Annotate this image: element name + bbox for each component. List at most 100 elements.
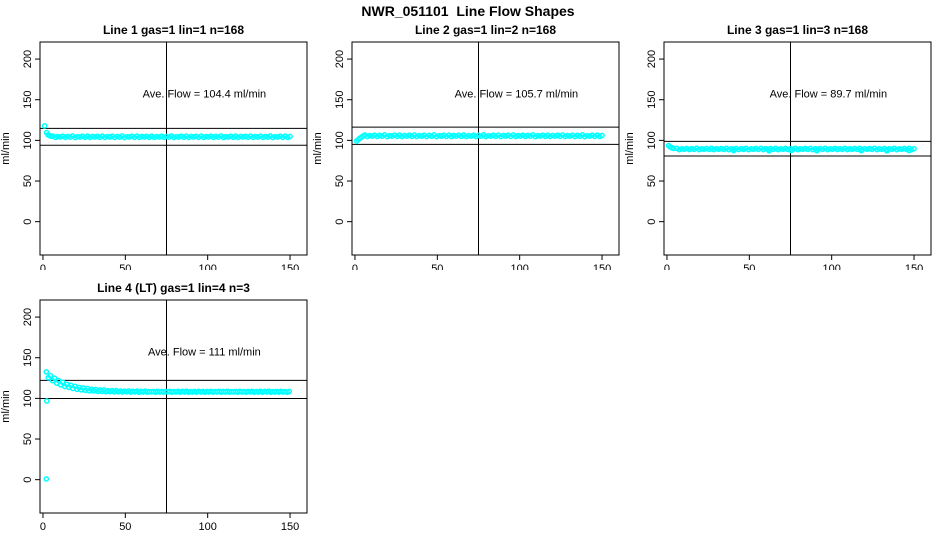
data-point: [591, 133, 598, 140]
data-point: [814, 147, 820, 154]
chart-svg: Line 1 gas=1 lin=1 n=168 0 50 100 150 0 50 100 1…: [0, 23, 308, 270]
plot-box: [351, 41, 620, 256]
x-tick-label: 50: [119, 263, 131, 270]
data-point: [284, 389, 291, 396]
chart-svg: Line 4 (LT) gas=1 lin=4 n=3 0 50 100 150 0 50 1…: [0, 281, 308, 533]
y-tick-label: 100: [22, 131, 34, 149]
data-point: [844, 146, 851, 153]
subplot-title: Line 1 gas=1 lin=1 n=168: [103, 23, 244, 37]
data-point: [473, 133, 479, 140]
data-point: [438, 133, 445, 139]
x-tick-label: 0: [664, 263, 670, 270]
data-point: [101, 134, 108, 141]
y-tick-label: 200: [646, 50, 658, 68]
data-point: [136, 134, 143, 141]
ave-flow-annotation: Ave. Flow = 111 ml/min: [148, 347, 261, 359]
data-point: [766, 147, 772, 154]
data-point: [715, 146, 722, 153]
y-tick-label: 0: [334, 219, 346, 225]
data-point: [522, 133, 529, 140]
data-point: [869, 146, 875, 153]
data-point: [235, 134, 241, 141]
x-tick-label: 100: [510, 263, 528, 270]
points-series: [665, 142, 917, 154]
ave-flow-annotation: Ave. Flow = 105.7 ml/min: [455, 89, 579, 101]
data-point: [463, 133, 469, 140]
data-point: [701, 146, 707, 153]
data-point: [91, 134, 98, 140]
data-point: [43, 398, 50, 404]
data-point: [507, 133, 514, 140]
chart-svg: Line 2 gas=1 lin=2 n=168 0 50 100 150 0 50 100 1…: [312, 23, 620, 270]
x-tick-label: 100: [198, 521, 216, 533]
figure-title: NWR_051101 Line Flow Shapes: [361, 3, 575, 19]
data-point: [41, 123, 48, 129]
y-tick-label: 50: [22, 175, 34, 187]
data-point: [884, 147, 890, 154]
x-tick-label: 150: [593, 263, 611, 270]
ave-flow-annotation: Ave. Flow = 89.7 ml/min: [770, 89, 887, 101]
data-point: [788, 147, 795, 154]
data-point: [879, 146, 885, 153]
points-series: [353, 132, 605, 144]
y-tick-label: 50: [334, 175, 346, 187]
x-tick-label: 150: [281, 263, 299, 270]
data-point: [893, 146, 900, 153]
data-point: [581, 133, 588, 140]
data-point: [403, 133, 410, 139]
subplot-line-3: Line 3 gas=1 lin=3 n=168 0 50 100 150 0 50 100 1…: [624, 0, 936, 270]
plot-box: [39, 41, 308, 256]
y-tick-label: 200: [22, 308, 34, 326]
x-tick-label: 50: [119, 521, 131, 533]
y-tick-label: 200: [22, 50, 34, 68]
data-point: [379, 133, 385, 140]
data-point: [195, 134, 202, 141]
data-point: [858, 147, 865, 154]
data-point: [547, 133, 553, 140]
x-tick-label: 50: [431, 263, 443, 270]
data-point: [413, 133, 420, 140]
data-point: [725, 146, 732, 153]
data-point: [760, 146, 767, 153]
data-point: [67, 134, 73, 140]
x-tick-label: 100: [198, 263, 216, 270]
y-axis-title: ml/min: [624, 132, 636, 164]
chart-svg: Line 3 gas=1 lin=3 n=168 0 50 100 150 0 50 100 1…: [624, 23, 932, 270]
data-point: [126, 134, 133, 140]
subplot-title: Line 3 gas=1 lin=3 n=168: [727, 23, 868, 37]
data-point: [255, 134, 261, 140]
y-tick-label: 0: [646, 219, 658, 225]
data-point: [750, 146, 757, 153]
data-point: [364, 133, 371, 140]
data-point: [111, 134, 118, 141]
data-point: [185, 134, 192, 141]
data-point: [691, 146, 697, 153]
y-tick-label: 200: [334, 50, 346, 68]
data-point: [735, 146, 742, 153]
data-point: [220, 134, 227, 141]
ave-flow-annotation: Ave. Flow = 104.4 ml/min: [143, 89, 267, 101]
y-tick-label: 100: [646, 131, 658, 149]
x-tick-label: 0: [40, 263, 46, 270]
data-point: [279, 134, 286, 141]
y-tick-label: 150: [22, 91, 34, 109]
data-point: [389, 133, 395, 139]
subplot-line-2: Line 2 gas=1 lin=2 n=168 0 50 100 150 0 50 100 1…: [312, 0, 624, 270]
subplot-title: Line 4 (LT) gas=1 lin=4 n=3: [97, 281, 250, 295]
plot-box: [663, 41, 932, 256]
data-point: [896, 146, 903, 152]
data-point: [730, 147, 737, 154]
data-point: [497, 133, 504, 140]
y-tick-label: 0: [22, 477, 34, 483]
y-tick-label: 50: [22, 433, 34, 445]
y-tick-label: 150: [22, 349, 34, 367]
data-point: [210, 134, 217, 141]
x-tick-label: 0: [352, 263, 358, 270]
x-tick-label: 50: [743, 263, 755, 270]
y-tick-label: 0: [22, 219, 34, 225]
y-axis-title: ml/min: [0, 132, 12, 164]
y-tick-label: 50: [646, 175, 658, 187]
data-point: [245, 134, 251, 141]
y-axis-title: ml/min: [0, 390, 12, 422]
data-point: [670, 145, 677, 152]
